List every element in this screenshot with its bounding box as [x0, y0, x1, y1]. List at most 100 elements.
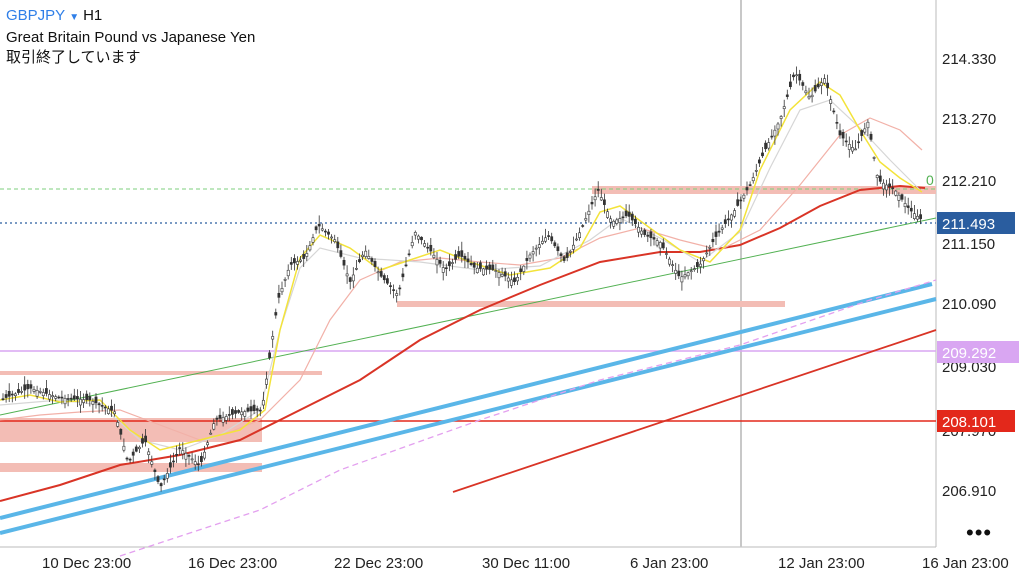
candle-body [370, 258, 374, 262]
channel-line-lower [0, 297, 937, 535]
candle-body [674, 269, 678, 274]
candle-body [748, 184, 752, 186]
candle-body [810, 94, 814, 98]
candle-body [196, 463, 200, 466]
candle-body [779, 116, 783, 119]
candle-body [776, 123, 780, 130]
candle-body [649, 231, 653, 239]
candle-body [866, 121, 870, 129]
candle-body [677, 270, 681, 277]
candle-body [234, 410, 237, 414]
candle-body [23, 384, 27, 391]
candle-body [283, 278, 287, 281]
candle-body [187, 455, 191, 457]
candle-body [618, 218, 622, 223]
candle-body [41, 392, 45, 397]
ma-200-line [0, 184, 926, 502]
candle-body [782, 106, 786, 110]
candle-body [320, 228, 324, 231]
candle-body [224, 416, 228, 421]
candle-body [875, 175, 879, 179]
candle-body [637, 227, 640, 233]
candle-body [150, 461, 154, 465]
symbol-selector[interactable]: GBPJPY [6, 7, 66, 24]
candle-body [881, 182, 885, 190]
candle-body [413, 232, 417, 236]
candle-body [658, 242, 662, 249]
candle-body [85, 393, 89, 401]
candle-body [395, 293, 399, 296]
candle-body [829, 99, 833, 104]
candle-body [792, 74, 795, 78]
candle-body [134, 446, 138, 452]
triangle-down-icon[interactable]: ▼ [69, 12, 80, 23]
candle-body [816, 83, 820, 88]
price-tick: 214.330 [942, 51, 996, 68]
candle-body [348, 277, 352, 282]
candle-body [730, 214, 733, 221]
candle-body [547, 235, 551, 237]
candle-body [506, 277, 510, 282]
candle-body [29, 384, 33, 389]
candle-body [745, 187, 749, 191]
candle-body [252, 404, 256, 412]
candle-body [255, 408, 259, 411]
candle-body [209, 432, 213, 435]
time-tick: 30 Dec 11:00 [482, 555, 570, 572]
candle-body [494, 270, 498, 272]
candle-body [17, 389, 20, 393]
candle-body [714, 231, 718, 237]
candle-body [916, 215, 919, 220]
candle-body [615, 219, 619, 224]
candle-body [469, 263, 473, 265]
candle-body [475, 267, 479, 273]
price-tick: 212.210 [942, 173, 996, 190]
candle-body [286, 269, 290, 277]
candle-body [544, 237, 547, 242]
candle-body [534, 247, 538, 250]
candle-body [20, 391, 24, 393]
candle-body [327, 231, 330, 235]
candle-body [695, 262, 699, 267]
candle-body [847, 144, 851, 150]
candle-body [153, 469, 157, 472]
candle-body [671, 264, 675, 266]
candle-body [107, 408, 110, 414]
candle-body [624, 210, 628, 217]
timeframe-label[interactable]: H1 [83, 7, 103, 24]
candle-body [451, 262, 454, 264]
candle-body [345, 273, 349, 277]
candle-body [668, 258, 671, 265]
candle-body [299, 259, 303, 262]
candle-body [702, 258, 706, 262]
candle-body [407, 253, 411, 256]
candle-body [376, 271, 380, 274]
price-tick: 206.910 [942, 483, 996, 500]
zone-top-left [0, 371, 322, 375]
candle-body [599, 197, 603, 201]
candle-body [351, 274, 355, 282]
candle-body [38, 391, 42, 393]
candle-body [296, 261, 299, 265]
candle-body [767, 142, 771, 149]
time-tick: 16 Jan 23:00 [922, 555, 1009, 572]
candle-body [103, 406, 107, 409]
candle-body [231, 409, 234, 415]
candle-body [689, 270, 693, 273]
ma-fast-line [0, 81, 923, 451]
candle-body [655, 240, 659, 246]
candle-body [509, 279, 513, 286]
current-price-value: 211.493 [942, 216, 995, 233]
candle-body [903, 203, 907, 208]
candle-body [906, 205, 910, 208]
candle-body [184, 453, 188, 460]
candle-body [48, 394, 51, 400]
candle-body [72, 395, 76, 400]
candle-body [416, 235, 420, 240]
candle-body [261, 400, 265, 406]
ellipsis-icon[interactable]: ••• [966, 520, 993, 545]
candle-body [516, 277, 520, 282]
zones [0, 186, 936, 472]
candle-body [203, 451, 206, 459]
